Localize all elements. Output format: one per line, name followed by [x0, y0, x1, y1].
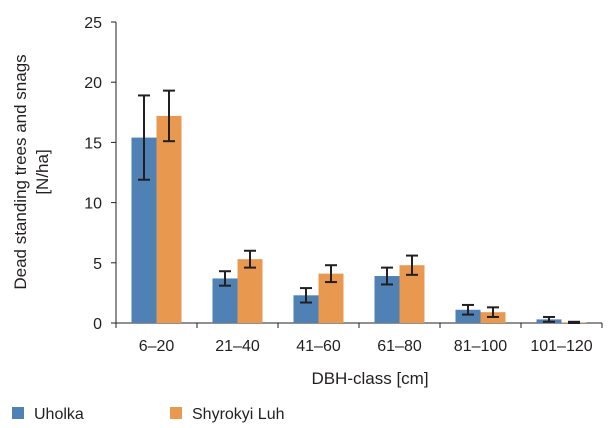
- y-axis-title-line2: [N/ha]: [33, 149, 52, 194]
- x-tick-label: 101–120: [530, 338, 592, 355]
- axes: [115, 22, 602, 324]
- legend-label: Shyrokyi Luh: [192, 406, 285, 423]
- bar-uholka: [455, 309, 481, 323]
- error-bar: [138, 94, 150, 181]
- y-tick-label: 5: [93, 256, 102, 273]
- error-bar: [325, 264, 337, 284]
- bars: [131, 115, 587, 323]
- error-bar: [219, 270, 231, 287]
- error-bar: [406, 254, 418, 276]
- error-bar: [300, 287, 312, 304]
- y-tick-label: 25: [84, 15, 102, 32]
- x-tick-label: 61–80: [377, 338, 422, 355]
- x-tick-label: 6–20: [139, 338, 175, 355]
- error-bar: [244, 249, 256, 269]
- x-tick-label: 21–40: [215, 338, 260, 355]
- x-tick-label: 81–100: [454, 338, 507, 355]
- bar-shyrokyi-luh: [237, 259, 263, 323]
- y-axis-title-line1: Dead standing trees and snags: [11, 54, 30, 289]
- legend-label: Uholka: [34, 406, 84, 423]
- bar-shyrokyi-luh: [156, 115, 182, 323]
- error-bar: [543, 315, 555, 323]
- y-ticks: 0 5 10 15 20 25: [84, 15, 116, 333]
- error-bar: [487, 306, 499, 318]
- legend-item-shyrokyi-luh: Shyrokyi Luh: [170, 406, 285, 423]
- x-axis-title: DBH-class [cm]: [311, 369, 428, 388]
- x-ticks: 6–20 21–40 41–60 61–80 81–100 101–120: [115, 323, 603, 355]
- error-bars: [138, 89, 580, 324]
- y-tick-label: 20: [84, 75, 102, 92]
- legend-item-uholka: Uholka: [12, 406, 84, 423]
- y-tick-label: 15: [84, 135, 102, 152]
- legend: Uholka Shyrokyi Luh: [12, 406, 285, 423]
- error-bar: [163, 89, 175, 143]
- error-bar: [462, 303, 474, 316]
- x-tick-label: 41–60: [296, 338, 341, 355]
- error-bar: [381, 266, 393, 286]
- legend-swatch: [170, 407, 182, 419]
- legend-swatch: [12, 407, 24, 419]
- y-tick-label: 10: [84, 196, 102, 213]
- y-axis-title: Dead standing trees and snags [N/ha]: [11, 54, 52, 289]
- y-tick-label: 0: [93, 316, 102, 333]
- error-bar: [568, 320, 580, 324]
